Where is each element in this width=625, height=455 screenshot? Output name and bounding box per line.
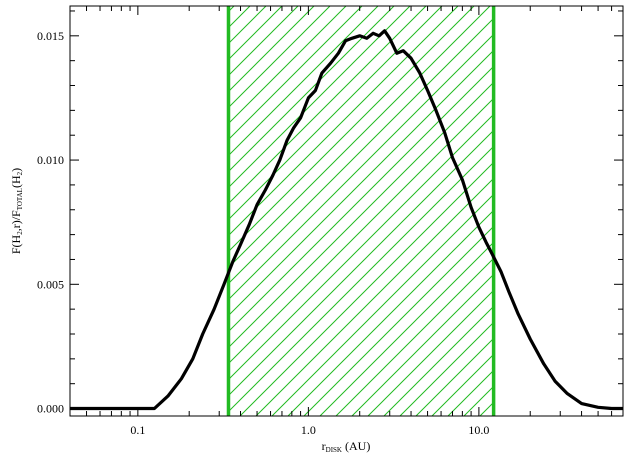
y-axis-label-part: 2 [16,231,24,235]
x-tick-label: 10.0 [468,423,489,437]
x-axis-label: rDISK (AU) [322,439,371,454]
band-hatch [228,6,494,416]
series-line [70,29,623,411]
x-axis: 0.1 1.0 10.0 [69,6,624,437]
y-tick-label: 0.000 [37,402,64,416]
y-axis-label-part: F(H [9,234,23,254]
y-axis-label-part: 2 [16,171,24,175]
x-axis-label-sub: DISK [326,446,342,454]
x-axis-label-unit: (AU) [342,439,370,453]
y-axis-label-part: ,r)/F [9,210,23,231]
y-tick-label: 0.015 [37,29,64,43]
x-tick-label: 0.1 [130,423,145,437]
y-axis-label: F(H2,r)/FTOTAL(H2) [9,168,24,254]
plot-frame [69,5,624,417]
y-tick-label: 0.005 [37,277,64,291]
highlight-band [226,6,496,416]
y-axis-label-part: TOTAL [16,188,24,210]
x-axis-label-main: r [322,439,326,453]
y-axis-label-part: ) [9,168,23,172]
y-tick-label: 0.010 [37,153,64,167]
y-axis: 0.000 0.005 0.010 0.015 [37,10,623,416]
x-tick-label: 1.0 [301,423,316,437]
y-axis-label-part: (H [9,175,23,188]
data-series [70,29,623,411]
